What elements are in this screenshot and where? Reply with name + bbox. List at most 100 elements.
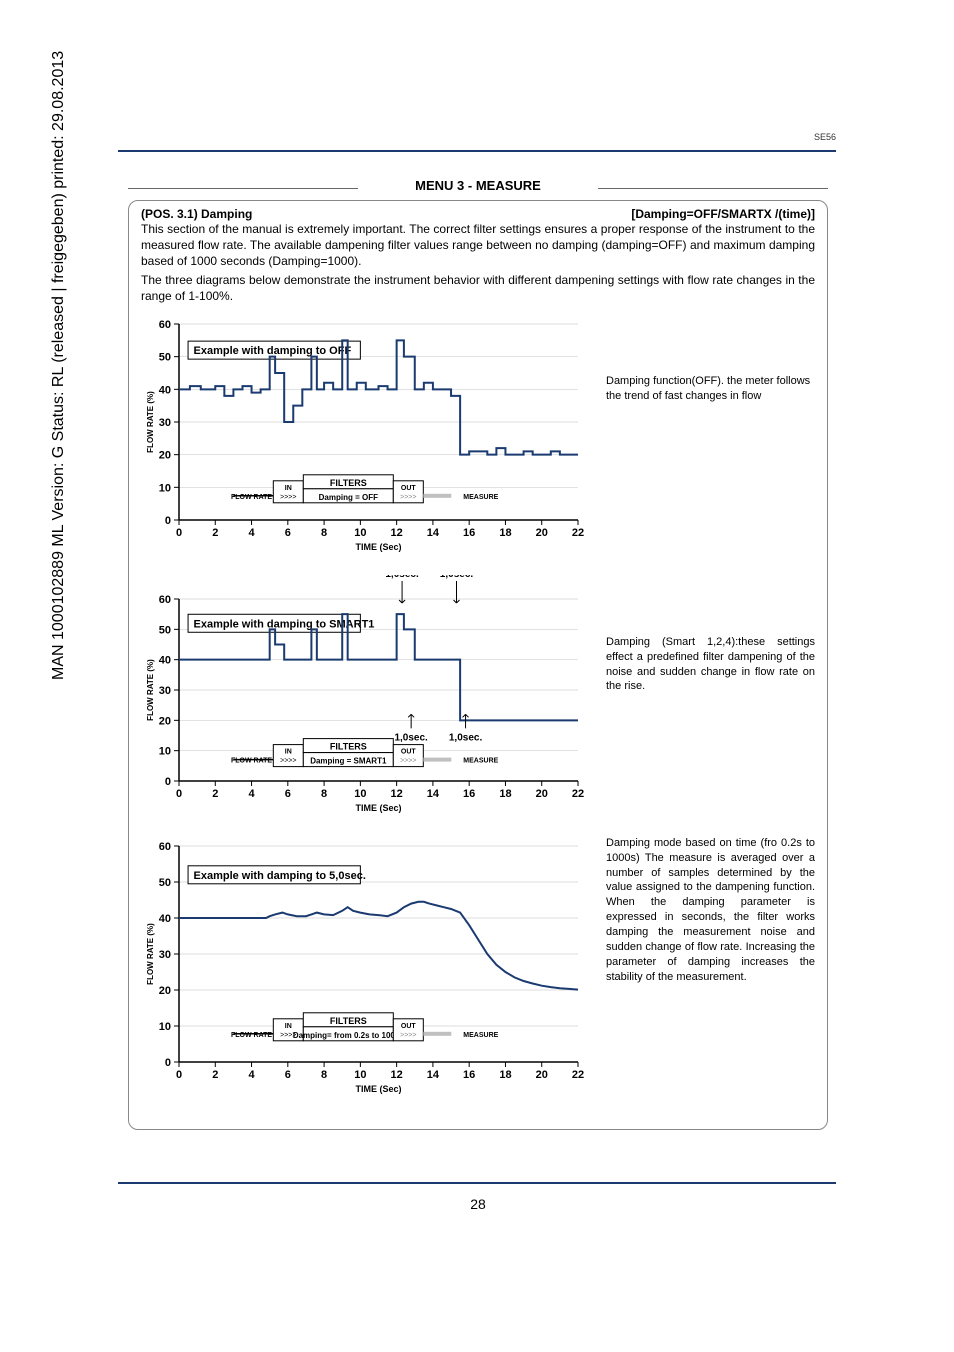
svg-text:0: 0 — [165, 515, 171, 527]
svg-text:14: 14 — [427, 527, 440, 539]
svg-text:10: 10 — [159, 482, 171, 494]
svg-text:1,0sec.: 1,0sec. — [440, 575, 474, 580]
svg-text:18: 18 — [499, 1069, 511, 1081]
title-rule-left — [128, 188, 358, 189]
svg-text:>>>>: >>>> — [400, 1032, 416, 1039]
svg-text:14: 14 — [427, 1069, 440, 1081]
svg-text:6: 6 — [285, 788, 291, 800]
svg-text:16: 16 — [463, 527, 475, 539]
svg-text:18: 18 — [499, 527, 511, 539]
svg-text:1,0sec.: 1,0sec. — [449, 732, 483, 743]
svg-text:IN: IN — [285, 485, 292, 492]
svg-text:8: 8 — [321, 1069, 327, 1081]
svg-text:FLOW RATE: FLOW RATE — [231, 494, 272, 501]
svg-text:MEASURE: MEASURE — [463, 1032, 498, 1039]
svg-text:FILTERS: FILTERS — [330, 1016, 367, 1026]
svg-text:FLOW RATE (%): FLOW RATE (%) — [146, 391, 155, 453]
svg-text:12: 12 — [391, 1069, 403, 1081]
chart-1: 0246810121416182022TIME (Sec)01020304050… — [141, 575, 586, 820]
svg-text:TIME (Sec): TIME (Sec) — [355, 1084, 401, 1094]
svg-text:FLOW RATE (%): FLOW RATE (%) — [146, 659, 155, 721]
svg-text:FILTERS: FILTERS — [330, 742, 367, 752]
header-code: SE56 — [814, 132, 836, 142]
chart-caption-1: Damping (Smart 1,2,4):these settings eff… — [586, 575, 815, 694]
svg-text:1,0sec.: 1,0sec. — [394, 732, 428, 743]
svg-text:Damping= from 0.2s to 1000s: Damping= from 0.2s to 1000s — [293, 1031, 404, 1040]
svg-text:30: 30 — [159, 949, 171, 961]
svg-text:50: 50 — [159, 877, 171, 889]
svg-text:1,0sec.: 1,0sec. — [385, 575, 419, 580]
svg-text:0: 0 — [165, 1057, 171, 1069]
title-rule-right — [598, 188, 828, 189]
svg-text:0: 0 — [165, 776, 171, 788]
svg-text:16: 16 — [463, 788, 475, 800]
svg-text:>>>>: >>>> — [400, 494, 416, 501]
menu-title: MENU 3 - MEASURE — [128, 178, 828, 193]
svg-text:FILTERS: FILTERS — [330, 478, 367, 488]
svg-text:10: 10 — [354, 788, 366, 800]
chart-caption-0: Damping function(OFF). the meter follows… — [586, 314, 815, 404]
svg-text:0: 0 — [176, 788, 182, 800]
svg-text:50: 50 — [159, 624, 171, 636]
chart-row-1: 0246810121416182022TIME (Sec)01020304050… — [141, 575, 815, 820]
intro-para-2: The three diagrams below demonstrate the… — [141, 272, 815, 304]
svg-text:2: 2 — [212, 1069, 218, 1081]
svg-text:22: 22 — [572, 1069, 584, 1081]
svg-text:6: 6 — [285, 1069, 291, 1081]
svg-text:50: 50 — [159, 352, 171, 364]
charts-area: 0246810121416182022TIME (Sec)01020304050… — [141, 314, 815, 1101]
svg-text:20: 20 — [536, 1069, 548, 1081]
svg-text:10: 10 — [159, 1021, 171, 1033]
svg-text:OUT: OUT — [401, 749, 417, 756]
svg-text:20: 20 — [159, 985, 171, 997]
svg-text:60: 60 — [159, 594, 171, 606]
svg-text:10: 10 — [354, 1069, 366, 1081]
svg-text:Damping = SMART1: Damping = SMART1 — [310, 757, 387, 766]
svg-text:Example with damping to 5,0sec: Example with damping to 5,0sec. — [194, 870, 366, 882]
bottom-rule — [118, 1182, 836, 1184]
svg-text:40: 40 — [159, 655, 171, 667]
svg-text:IN: IN — [285, 749, 292, 756]
svg-text:6: 6 — [285, 527, 291, 539]
svg-text:2: 2 — [212, 527, 218, 539]
pos-label: (POS. 3.1) Damping — [141, 207, 252, 221]
svg-text:IN: IN — [285, 1023, 292, 1030]
svg-text:FLOW RATE: FLOW RATE — [231, 1032, 272, 1039]
pos-right: [Damping=OFF/SMARTX /(time)] — [631, 207, 815, 221]
svg-text:16: 16 — [463, 1069, 475, 1081]
svg-text:20: 20 — [159, 450, 171, 462]
svg-text:20: 20 — [536, 527, 548, 539]
svg-text:20: 20 — [159, 715, 171, 727]
svg-text:0: 0 — [176, 527, 182, 539]
svg-text:0: 0 — [176, 1069, 182, 1081]
svg-text:MEASURE: MEASURE — [463, 758, 498, 765]
svg-text:20: 20 — [536, 788, 548, 800]
svg-text:22: 22 — [572, 527, 584, 539]
svg-text:60: 60 — [159, 841, 171, 853]
svg-text:OUT: OUT — [401, 1023, 417, 1030]
svg-text:12: 12 — [391, 788, 403, 800]
svg-text:>>>>: >>>> — [280, 494, 296, 501]
svg-text:60: 60 — [159, 319, 171, 331]
svg-text:FLOW RATE (%): FLOW RATE (%) — [146, 923, 155, 985]
intro-para-1: This section of the manual is extremely … — [141, 221, 815, 270]
chart-caption-2: Damping mode based on time (fro 0.2s to … — [586, 836, 815, 984]
section-box: (POS. 3.1) Damping [Damping=OFF/SMARTX /… — [128, 200, 828, 1130]
page-number: 28 — [128, 1196, 828, 1212]
top-rule — [118, 150, 836, 152]
svg-text:40: 40 — [159, 384, 171, 396]
chart-row-2: 0246810121416182022TIME (Sec)01020304050… — [141, 836, 815, 1101]
svg-text:30: 30 — [159, 417, 171, 429]
svg-text:4: 4 — [248, 1069, 255, 1081]
svg-text:14: 14 — [427, 788, 440, 800]
svg-text:FLOW RATE: FLOW RATE — [231, 758, 272, 765]
svg-text:4: 4 — [248, 527, 255, 539]
svg-text:MEASURE: MEASURE — [463, 494, 498, 501]
svg-text:18: 18 — [499, 788, 511, 800]
svg-text:4: 4 — [248, 788, 255, 800]
svg-text:8: 8 — [321, 527, 327, 539]
svg-text:>>>>: >>>> — [280, 758, 296, 765]
page-content: MENU 3 - MEASURE (POS. 3.1) Damping [Dam… — [128, 178, 828, 1130]
svg-text:22: 22 — [572, 788, 584, 800]
svg-text:12: 12 — [391, 527, 403, 539]
